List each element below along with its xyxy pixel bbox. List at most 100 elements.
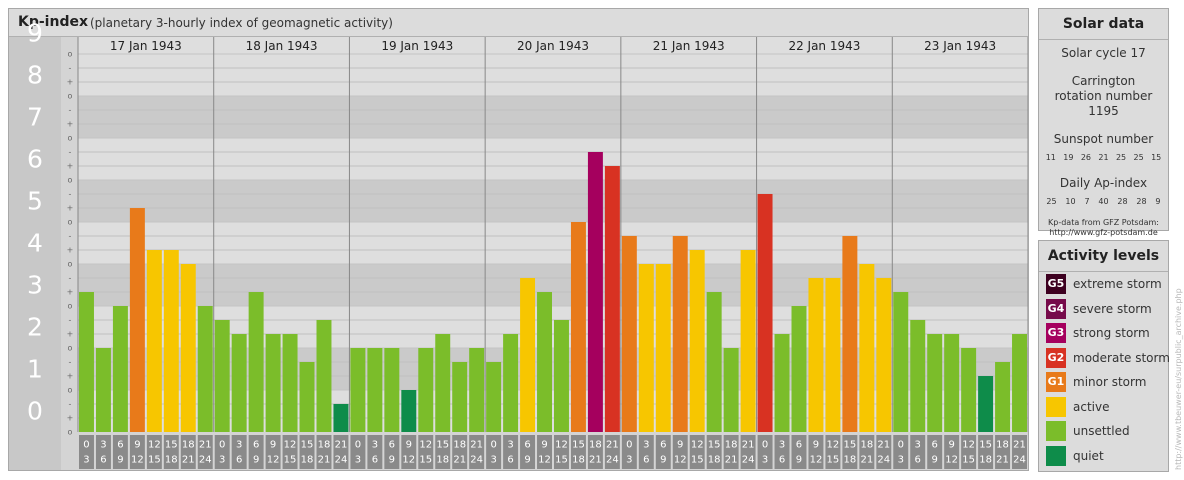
interval-start-label: 12	[691, 440, 704, 451]
interval-start-label: 3	[372, 440, 378, 451]
minor-tick-label: -	[69, 358, 72, 367]
interval-end-label: 15	[555, 455, 568, 466]
interval-cell	[723, 435, 739, 469]
kp-bar	[112, 306, 128, 432]
interval-cell	[231, 435, 247, 469]
interval-start-label: 6	[660, 440, 666, 451]
interval-cell	[757, 435, 773, 469]
sunspot-label: Sunspot number	[1053, 132, 1154, 146]
interval-cell	[570, 435, 586, 469]
interval-end-label: 15	[827, 455, 840, 466]
kp-band	[78, 37, 1028, 54]
interval-end-label: 3	[83, 455, 89, 466]
minor-tick-label: +	[67, 246, 74, 255]
interval-cell	[672, 435, 688, 469]
interval-end-label: 15	[691, 455, 704, 466]
ap-index-label: Daily Ap-index	[1059, 176, 1148, 190]
kp-bar	[95, 348, 111, 432]
interval-end-label: 21	[182, 455, 195, 466]
interval-cell	[910, 435, 926, 469]
kp-bar	[740, 250, 756, 432]
interval-end-label: 18	[708, 455, 721, 466]
interval-start-label: 0	[490, 440, 496, 451]
interval-cell	[299, 435, 315, 469]
interval-cell	[197, 435, 213, 469]
interval-end-label: 24	[470, 455, 483, 466]
day-label: 21 Jan 1943	[653, 39, 725, 53]
minor-tick-label: -	[69, 316, 72, 325]
kp-bar	[757, 193, 773, 432]
minor-tick-label: o	[68, 218, 73, 227]
interval-start-label: 12	[284, 440, 297, 451]
kp-bar	[655, 264, 671, 432]
interval-cell	[146, 435, 162, 469]
interval-end-label: 9	[253, 455, 259, 466]
interval-cell	[825, 435, 841, 469]
legend-item-strong-storm: G3 strong storm	[1046, 323, 1150, 343]
kp-bar	[180, 264, 196, 432]
minor-tick-label: -	[69, 64, 72, 73]
interval-start-label: 18	[453, 440, 466, 451]
kp-bar	[384, 348, 400, 432]
ap-value: 28	[1117, 197, 1128, 206]
interval-cell	[876, 435, 892, 469]
kp-bar	[689, 250, 705, 432]
interval-cell	[893, 435, 909, 469]
interval-start-label: 6	[796, 440, 802, 451]
kp-bar	[418, 348, 434, 432]
interval-end-label: 24	[1013, 455, 1026, 466]
legend-label: severe storm	[1073, 301, 1152, 316]
kp-bar	[723, 348, 739, 432]
legend-item-minor-storm: G1 minor storm	[1046, 372, 1146, 392]
interval-cell	[706, 435, 722, 469]
interval-start-label: 9	[541, 440, 547, 451]
interval-cell	[180, 435, 196, 469]
interval-cell	[944, 435, 960, 469]
legend-swatch: G4	[1046, 298, 1066, 319]
interval-cell	[995, 435, 1011, 469]
kp-bar	[893, 292, 909, 432]
minor-tick-band	[61, 37, 78, 470]
interval-end-label: 21	[725, 455, 738, 466]
legend-item-quiet: quiet	[1046, 445, 1104, 466]
kp-chart-panel: Kp-index (planetary 3-hourly index of ge…	[8, 8, 1029, 471]
kp-band	[78, 222, 1028, 264]
kp-bar-chart: 0123456789o+o+-o+-o+-o+-o+-o+-o+-o+-o-17…	[9, 19, 1028, 470]
legend-swatch: G5	[1046, 274, 1066, 294]
minor-tick-label: -	[69, 106, 72, 115]
legend-swatch: G2	[1046, 347, 1066, 368]
ap-value: 10	[1065, 197, 1076, 206]
interval-start-label: 3	[100, 440, 106, 451]
minor-tick-label: o	[68, 50, 73, 59]
source-credit: Kp-data from GFZ Potsdam:	[1048, 218, 1159, 227]
kp-bar	[79, 292, 94, 432]
interval-start-label: 3	[507, 440, 513, 451]
legend-item-severe-storm: G4 severe storm	[1046, 298, 1152, 319]
interval-start-label: 9	[406, 440, 412, 451]
ap-value: 7	[1084, 197, 1090, 206]
interval-start-label: 9	[134, 440, 140, 451]
interval-cell	[435, 435, 451, 469]
interval-cell	[740, 435, 756, 469]
interval-start-label: 12	[419, 440, 432, 451]
interval-cell	[808, 435, 824, 469]
interval-end-label: 9	[524, 455, 530, 466]
kp-bar	[842, 235, 858, 432]
interval-end-label: 21	[996, 455, 1009, 466]
kp-bar	[129, 208, 145, 432]
interval-cell	[265, 435, 281, 469]
interval-end-label: 3	[898, 455, 904, 466]
source-url[interactable]: http://www.gfz-potsdam.de	[1049, 228, 1158, 237]
sunspot-value: 21	[1098, 153, 1109, 162]
interval-start-label: 18	[996, 440, 1009, 451]
interval-cell	[248, 435, 264, 469]
legend-label: extreme storm	[1073, 277, 1162, 291]
interval-start-label: 15	[708, 440, 721, 451]
kp-bar	[604, 166, 620, 432]
ap-value: 25	[1046, 197, 1057, 206]
interval-start-label: 21	[877, 440, 890, 451]
kp-bar	[1012, 334, 1027, 432]
y-tick-label: 2	[27, 313, 43, 342]
interval-end-label: 6	[236, 455, 242, 466]
sunspot-value: 11	[1045, 153, 1056, 162]
